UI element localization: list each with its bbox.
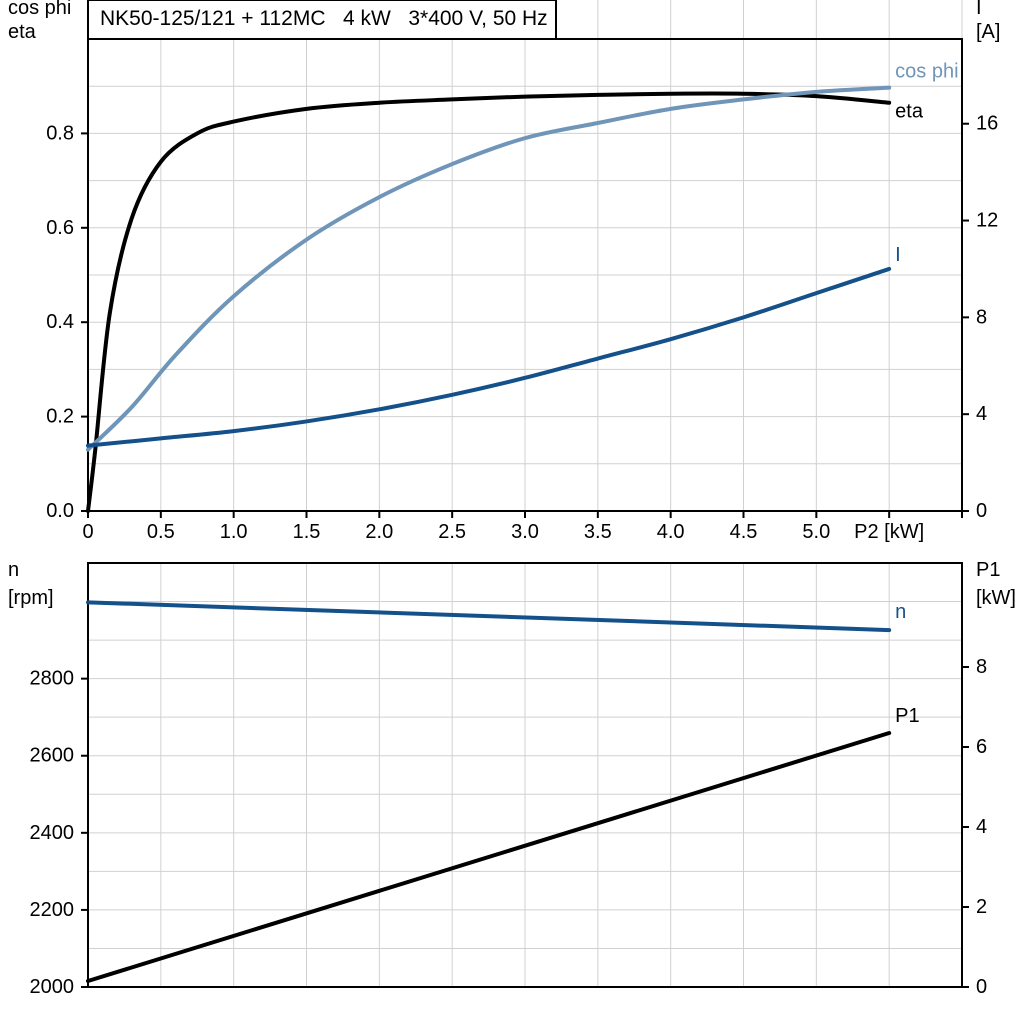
svg-text:1.5: 1.5 bbox=[293, 521, 321, 543]
svg-text:6: 6 bbox=[976, 736, 987, 758]
svg-text:cos phi: cos phi bbox=[895, 61, 958, 83]
svg-text:0: 0 bbox=[976, 500, 987, 522]
svg-text:[rpm]: [rpm] bbox=[8, 587, 54, 609]
svg-text:I: I bbox=[976, 0, 982, 19]
svg-text:1.0: 1.0 bbox=[220, 521, 248, 543]
svg-text:cos phi: cos phi bbox=[8, 0, 71, 19]
svg-text:[kW]: [kW] bbox=[976, 587, 1016, 609]
svg-text:2.5: 2.5 bbox=[438, 521, 466, 543]
svg-text:2800: 2800 bbox=[30, 668, 75, 690]
svg-text:2200: 2200 bbox=[30, 899, 75, 921]
svg-text:16: 16 bbox=[976, 113, 998, 135]
svg-text:eta: eta bbox=[8, 21, 37, 43]
svg-text:0.0: 0.0 bbox=[46, 500, 74, 522]
svg-text:P1: P1 bbox=[895, 705, 919, 727]
svg-text:I: I bbox=[895, 244, 901, 266]
svg-text:2000: 2000 bbox=[30, 976, 75, 998]
svg-text:4.0: 4.0 bbox=[657, 521, 685, 543]
svg-text:eta: eta bbox=[895, 101, 924, 123]
svg-text:3.5: 3.5 bbox=[584, 521, 612, 543]
svg-text:8: 8 bbox=[976, 656, 987, 678]
svg-text:[A]: [A] bbox=[976, 21, 1000, 43]
svg-text:0.8: 0.8 bbox=[46, 122, 74, 144]
svg-text:3.0: 3.0 bbox=[511, 521, 539, 543]
svg-text:12: 12 bbox=[976, 210, 998, 232]
svg-text:0.5: 0.5 bbox=[147, 521, 175, 543]
svg-text:2: 2 bbox=[976, 896, 987, 918]
svg-text:2400: 2400 bbox=[30, 822, 75, 844]
svg-text:P1: P1 bbox=[976, 559, 1000, 581]
svg-text:4: 4 bbox=[976, 816, 987, 838]
svg-text:2.0: 2.0 bbox=[365, 521, 393, 543]
svg-text:0.2: 0.2 bbox=[46, 406, 74, 428]
svg-text:4.5: 4.5 bbox=[730, 521, 758, 543]
svg-text:n: n bbox=[895, 601, 906, 623]
svg-text:P2 [kW]: P2 [kW] bbox=[854, 521, 924, 543]
svg-text:4: 4 bbox=[976, 403, 987, 425]
svg-text:8: 8 bbox=[976, 306, 987, 328]
svg-text:NK50-125/121 + 112MC 4 kW: NK50-125/121 + 112MC 4 kW 3*400 V, 50 Hz bbox=[100, 7, 548, 30]
svg-text:2600: 2600 bbox=[30, 745, 75, 767]
svg-text:n: n bbox=[8, 559, 19, 581]
svg-text:0.6: 0.6 bbox=[46, 217, 74, 239]
svg-text:0: 0 bbox=[82, 521, 93, 543]
svg-text:5.0: 5.0 bbox=[802, 521, 830, 543]
svg-text:0.4: 0.4 bbox=[46, 311, 74, 333]
svg-text:0: 0 bbox=[976, 976, 987, 998]
